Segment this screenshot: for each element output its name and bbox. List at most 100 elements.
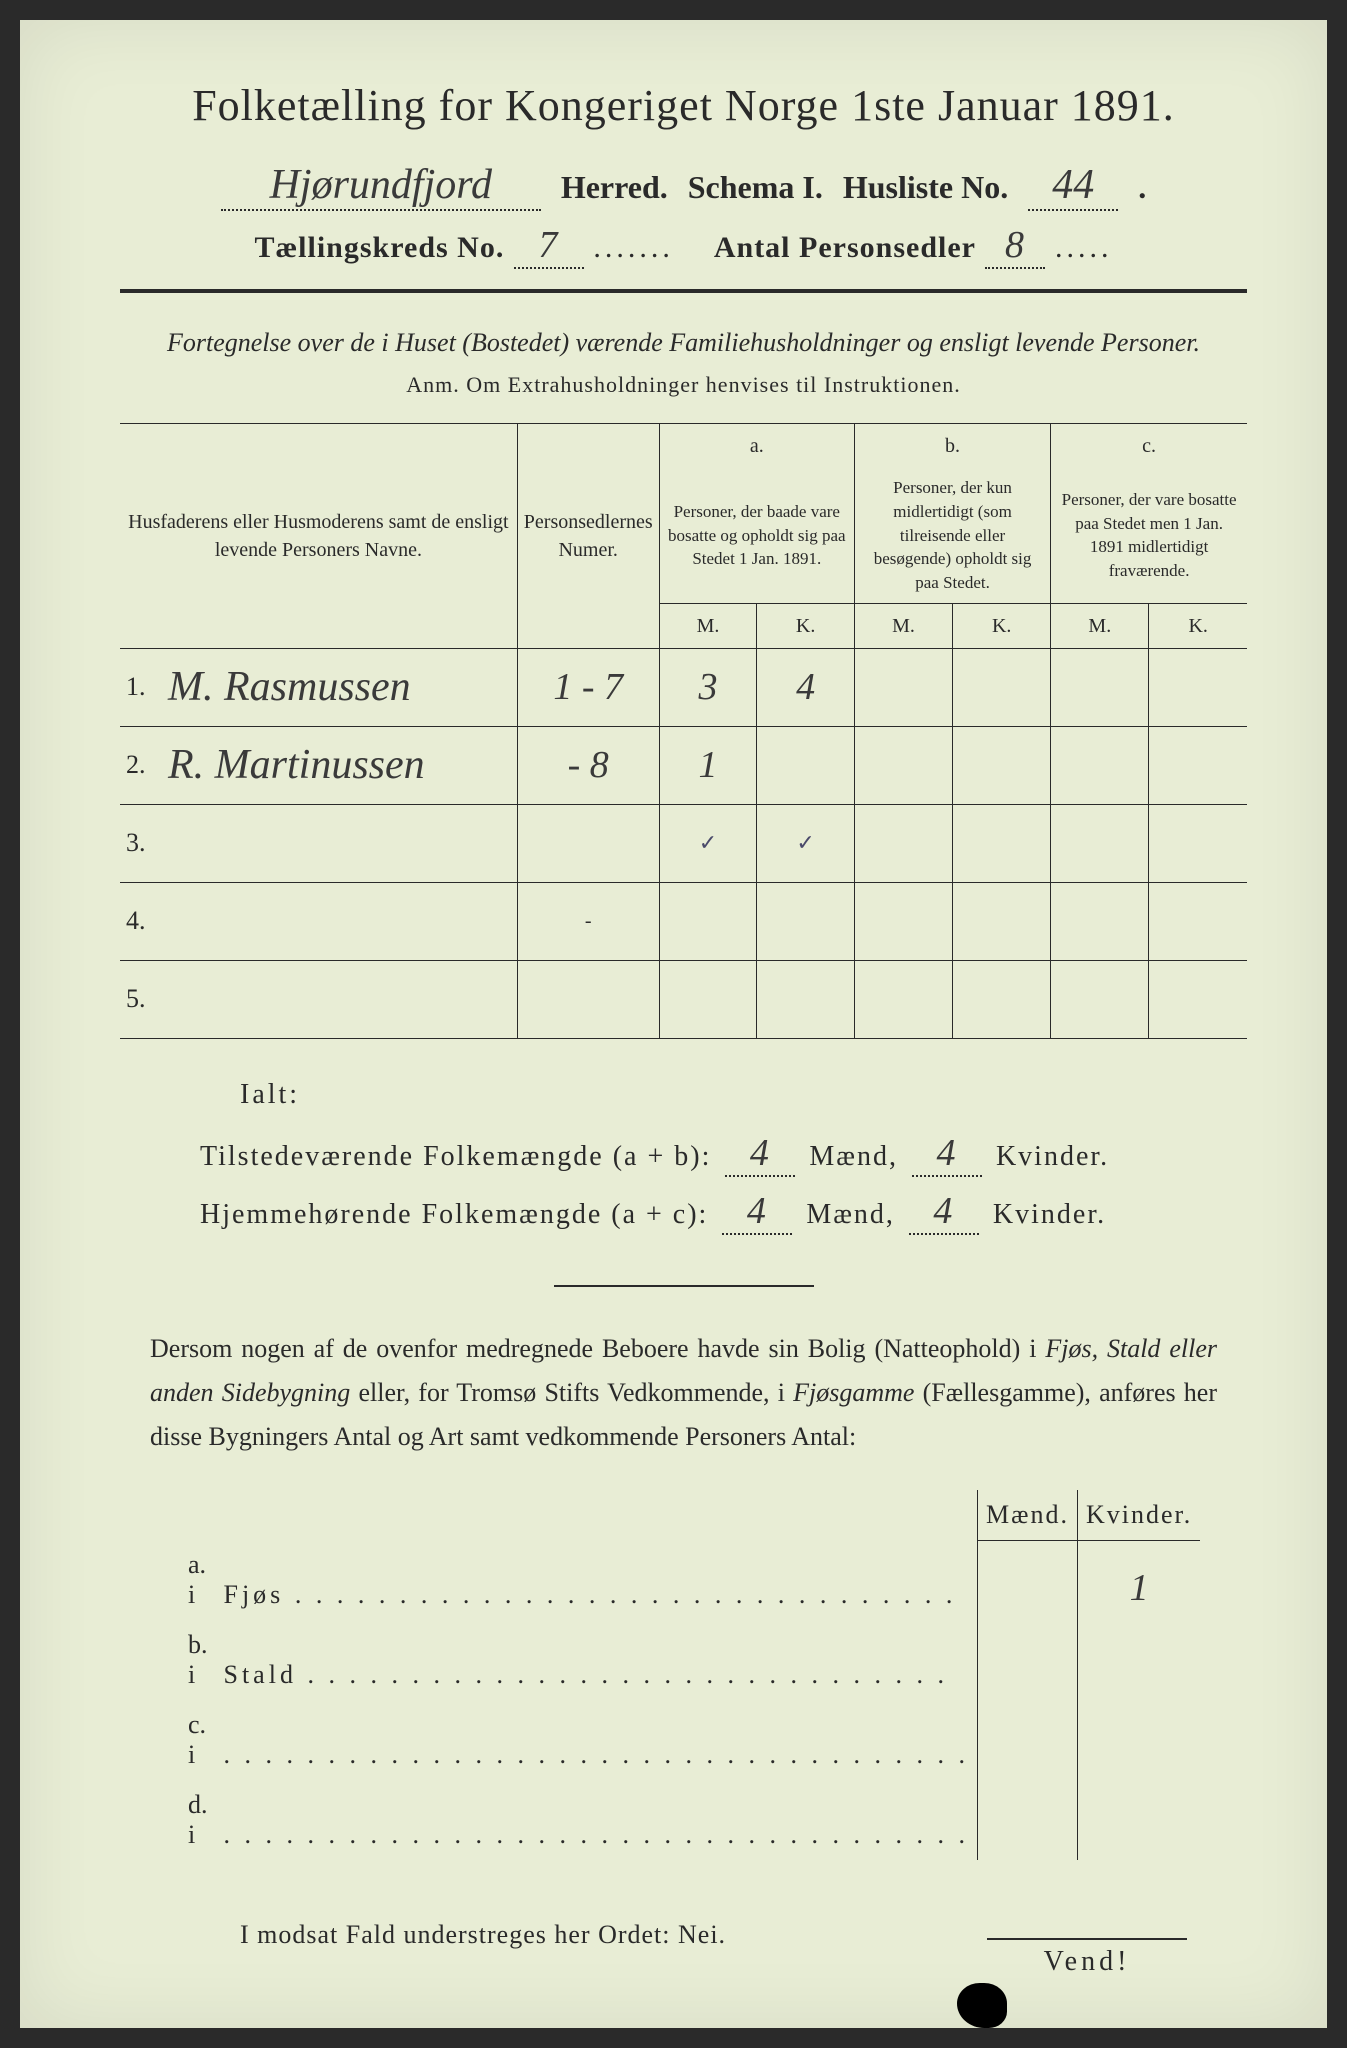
b-m-value xyxy=(854,960,952,1038)
table-row: 4. - xyxy=(120,882,1247,960)
building-row: c. i . . . . . . . . . . . . . . . . . .… xyxy=(180,1700,1200,1780)
antal-label: Antal Personsedler xyxy=(714,231,976,264)
row-number: 1. xyxy=(126,672,156,702)
numer-value: - 8 xyxy=(568,744,609,786)
numer-value xyxy=(517,804,659,882)
c-m-value xyxy=(1051,804,1149,882)
census-table: Husfaderens eller Husmoderens samt de en… xyxy=(120,423,1247,1039)
row-number: 4. xyxy=(126,906,156,936)
c-m-value xyxy=(1051,882,1149,960)
b-m-value xyxy=(854,648,952,726)
row-a-k: 1 xyxy=(1130,1567,1149,1609)
schema-label: Schema I. xyxy=(688,169,823,206)
building-row: a. i Fjøs . . . . . . . . . . . . . . . … xyxy=(180,1540,1200,1620)
building-paragraph: Dersom nogen af de ovenfor medregnede Be… xyxy=(150,1327,1217,1460)
husliste-label: Husliste No. xyxy=(843,169,1008,206)
census-form-page: Folketælling for Kongeriget Norge 1ste J… xyxy=(20,20,1327,2028)
total-line-1: Tilstedeværende Folkemængde (a + b): 4 M… xyxy=(200,1131,1247,1177)
c-k-value xyxy=(1149,882,1247,960)
kvinder-label: Kvinder. xyxy=(996,1141,1109,1173)
a-k-value xyxy=(757,960,855,1038)
kvinder-label: Kvinder. xyxy=(993,1199,1106,1231)
col-c-m: M. xyxy=(1051,603,1149,648)
c-k-value xyxy=(1149,804,1247,882)
row-b-k xyxy=(1077,1620,1200,1700)
maend-label: Mænd, xyxy=(809,1141,898,1173)
numer-value xyxy=(517,960,659,1038)
col-a-m: M. xyxy=(659,603,757,648)
col-c-header: Personer, der vare bosatte paa Stedet me… xyxy=(1051,468,1247,603)
col-c-top: c. xyxy=(1051,424,1247,469)
building-table: Mænd. Kvinder. a. i Fjøs . . . . . . . .… xyxy=(180,1490,1200,1861)
b-m-value xyxy=(854,726,952,804)
person-name: R. Martinussen xyxy=(168,741,425,789)
b-k-value xyxy=(953,726,1051,804)
table-row: 5. xyxy=(120,960,1247,1038)
divider-rule xyxy=(120,289,1247,293)
ialt-label: Ialt: xyxy=(240,1079,1247,1111)
table-row: 2. R. Martinussen - 8 1 xyxy=(120,726,1247,804)
row-number: 3. xyxy=(126,828,156,858)
person-name: M. Rasmussen xyxy=(168,663,411,711)
header-line-1: Hjørundfjord Herred. Schema I. Husliste … xyxy=(120,161,1247,211)
b-k-value xyxy=(953,882,1051,960)
husliste-dot: . xyxy=(1138,169,1146,206)
c-k-value xyxy=(1149,648,1247,726)
b-k-value xyxy=(953,804,1051,882)
col-a-k: K. xyxy=(757,603,855,648)
row-c-k xyxy=(1077,1700,1200,1780)
row-a-m xyxy=(978,1540,1078,1620)
row-d-label: d. i xyxy=(180,1780,216,1860)
a-k-value: ✓ xyxy=(796,830,814,855)
total1-k: 4 xyxy=(912,1131,982,1177)
row-number: 2. xyxy=(126,750,156,780)
building-row: d. i . . . . . . . . . . . . . . . . . .… xyxy=(180,1780,1200,1860)
building-row: b. i Stald . . . . . . . . . . . . . . .… xyxy=(180,1620,1200,1700)
row-b-m xyxy=(978,1620,1078,1700)
b-m-value xyxy=(854,804,952,882)
row-a-label: a. i xyxy=(180,1540,216,1620)
kreds-label: Tællingskreds No. xyxy=(255,231,505,264)
maend-label: Mænd, xyxy=(806,1199,895,1231)
c-m-value xyxy=(1051,648,1149,726)
c-m-value xyxy=(1051,960,1149,1038)
kreds-value: 7 xyxy=(514,223,584,269)
row-c-label: c. i xyxy=(180,1700,216,1780)
total2-k: 4 xyxy=(909,1189,979,1235)
a-k-value xyxy=(757,882,855,960)
row-d-m xyxy=(978,1780,1078,1860)
col-a-top: a. xyxy=(659,424,854,469)
col-b-header: Personer, der kun midlertidigt (som tilr… xyxy=(854,468,1050,603)
a-k-value: 4 xyxy=(796,666,815,708)
col-b-top: b. xyxy=(854,424,1050,469)
total-line-2: Hjemmehørende Folkemængde (a + c): 4 Mæn… xyxy=(200,1189,1247,1235)
col-b-k: K. xyxy=(953,603,1051,648)
a-m-value: 3 xyxy=(699,666,718,708)
a-m-value: 1 xyxy=(699,744,718,786)
row-a-text: Fjøs xyxy=(224,1580,285,1609)
table-row: 1. M. Rasmussen 1 - 7 3 4 xyxy=(120,648,1247,726)
col-c-k: K. xyxy=(1149,603,1247,648)
col-numer-header: Personsedlernes Numer. xyxy=(517,424,659,649)
header-line-2: Tællingskreds No. 7 ....... Antal Person… xyxy=(120,223,1247,269)
row-number: 5. xyxy=(126,984,156,1014)
total2-label: Hjemmehørende Folkemængde (a + c): xyxy=(200,1199,708,1231)
b-k-value xyxy=(953,648,1051,726)
herred-label: Herred. xyxy=(561,169,668,206)
herred-value: Hjørundfjord xyxy=(221,161,541,211)
c-k-value xyxy=(1149,960,1247,1038)
total2-m: 4 xyxy=(722,1189,792,1235)
ink-blot-icon xyxy=(957,1983,1007,2028)
a-m-value xyxy=(659,882,757,960)
lower-maend-header: Mænd. xyxy=(978,1490,1078,1541)
short-divider xyxy=(554,1285,814,1287)
row-d-k xyxy=(1077,1780,1200,1860)
form-anm: Anm. Om Extrahusholdninger henvises til … xyxy=(120,372,1247,398)
b-m-value xyxy=(854,882,952,960)
a-m-value: ✓ xyxy=(699,830,717,855)
row-c-m xyxy=(978,1700,1078,1780)
total1-m: 4 xyxy=(725,1131,795,1177)
husliste-value: 44 xyxy=(1028,161,1118,211)
total1-label: Tilstedeværende Folkemængde (a + b): xyxy=(200,1141,711,1173)
antal-value: 8 xyxy=(985,223,1045,269)
